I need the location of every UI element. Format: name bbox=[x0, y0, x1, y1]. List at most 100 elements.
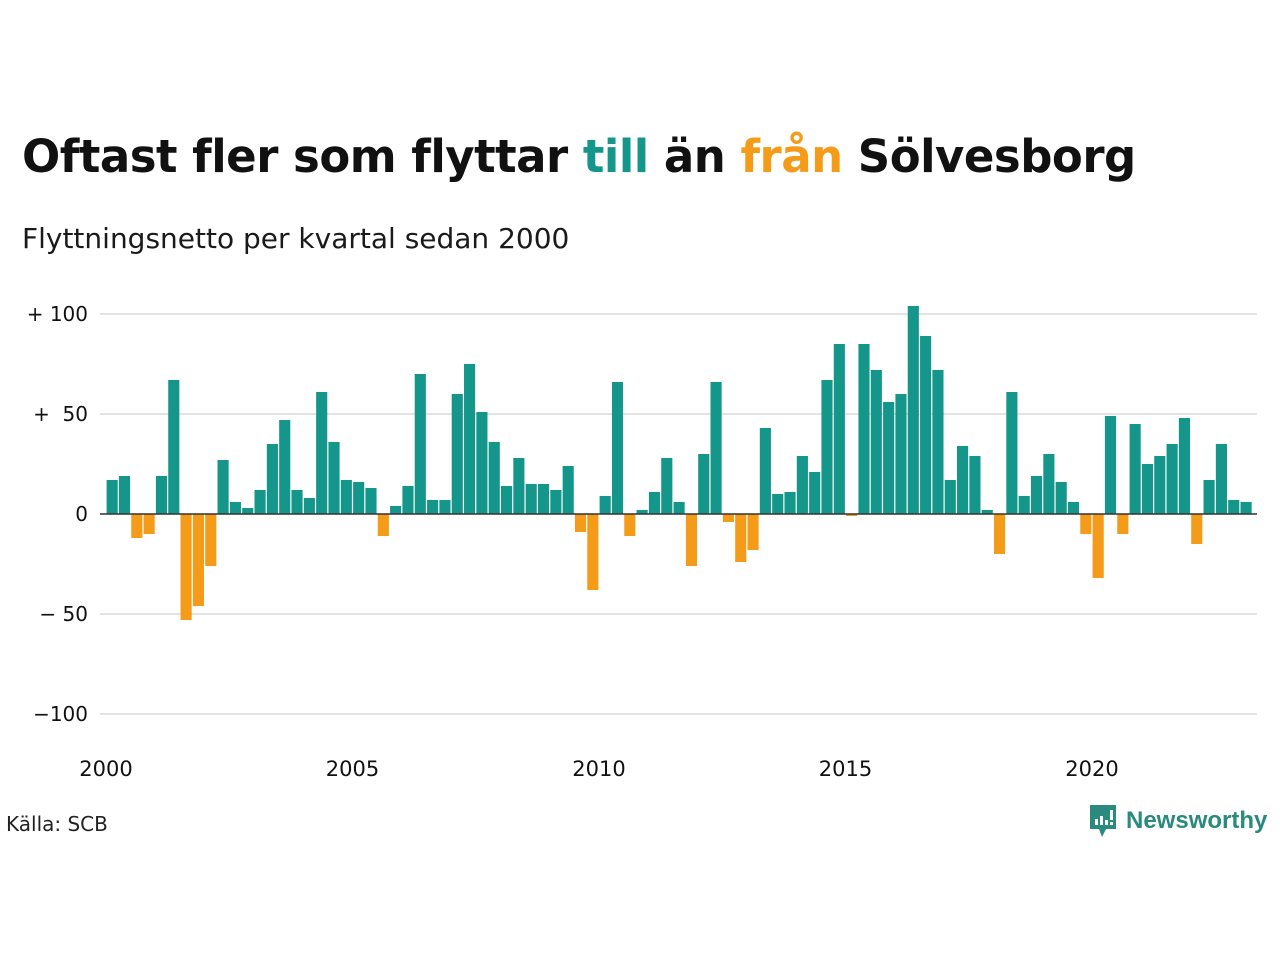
bar-positive bbox=[316, 392, 328, 514]
x-tick-label: 2010 bbox=[572, 757, 625, 781]
bar-positive bbox=[155, 476, 168, 514]
title-part-2: än bbox=[648, 130, 741, 183]
bar-negative bbox=[722, 514, 734, 522]
bar-positive bbox=[501, 486, 513, 514]
bar-positive bbox=[821, 380, 833, 514]
bar-negative bbox=[143, 514, 155, 534]
x-tick-label: 2000 bbox=[79, 757, 132, 781]
bar-positive bbox=[1215, 444, 1227, 514]
bar-positive bbox=[242, 508, 254, 514]
newsworthy-logo: Newsworthy bbox=[1088, 803, 1267, 839]
bar-positive bbox=[710, 382, 722, 514]
bar-negative bbox=[574, 514, 587, 532]
bar-positive bbox=[1141, 464, 1154, 514]
bar-positive bbox=[796, 456, 808, 514]
bar-negative bbox=[1117, 514, 1129, 534]
bar-positive bbox=[537, 484, 550, 514]
bar-positive bbox=[661, 458, 673, 514]
newsworthy-logo-icon bbox=[1090, 805, 1116, 837]
x-tick-label: 2015 bbox=[819, 757, 872, 781]
y-tick-label: 0 bbox=[75, 502, 88, 526]
bar-positive bbox=[1030, 476, 1043, 514]
bar-positive bbox=[303, 498, 315, 514]
bar-positive bbox=[858, 344, 870, 514]
bar-positive bbox=[439, 500, 451, 514]
bar-positive bbox=[833, 344, 845, 514]
bar-positive bbox=[1055, 482, 1067, 514]
bar-positive bbox=[118, 476, 131, 514]
bar-positive bbox=[981, 510, 993, 514]
bar-positive bbox=[451, 394, 463, 514]
bar-positive bbox=[353, 482, 365, 514]
bar-positive bbox=[390, 506, 402, 514]
bar-negative bbox=[685, 514, 698, 566]
bar-negative bbox=[846, 514, 858, 516]
bar-positive bbox=[932, 370, 944, 514]
bar-positive bbox=[957, 446, 969, 514]
bar-positive bbox=[969, 456, 981, 514]
bar-positive bbox=[427, 500, 439, 514]
bar-positive bbox=[1018, 496, 1030, 514]
bar-chart: + 100 + 50 0 − 50 −100 2000 2005 2010 2015 2020 bbox=[27, 302, 1257, 781]
y-tick-label: + 100 bbox=[27, 302, 88, 326]
bar-negative bbox=[994, 514, 1006, 554]
bar-positive bbox=[611, 382, 624, 514]
source-note: Källa: SCB bbox=[6, 812, 108, 836]
bar-positive bbox=[106, 480, 118, 514]
bar-negative bbox=[735, 514, 747, 562]
bar-positive bbox=[402, 486, 414, 514]
bar-positive bbox=[907, 306, 919, 514]
bar-positive bbox=[365, 488, 377, 514]
bar-positive bbox=[1043, 454, 1055, 514]
bar-positive bbox=[1203, 480, 1215, 514]
bar-negative bbox=[131, 514, 143, 538]
bar-positive bbox=[673, 502, 685, 514]
x-tick-label: 2005 bbox=[326, 757, 379, 781]
bar-positive bbox=[525, 484, 537, 514]
bar-positive bbox=[254, 490, 266, 514]
bar-positive bbox=[562, 466, 574, 514]
bar-positive bbox=[1067, 502, 1080, 514]
bar-positive bbox=[266, 444, 278, 514]
bar-negative bbox=[747, 514, 759, 550]
bar-positive bbox=[464, 364, 476, 514]
bar-positive bbox=[488, 442, 500, 514]
bar-positive bbox=[772, 494, 784, 514]
bar-positive bbox=[698, 454, 710, 514]
bar-negative bbox=[192, 514, 204, 606]
bar-positive bbox=[217, 460, 229, 514]
y-tick-label: − 50 bbox=[39, 602, 88, 626]
bar-positive bbox=[1104, 416, 1117, 514]
bar-positive bbox=[229, 502, 241, 514]
bar-positive bbox=[1178, 418, 1190, 514]
x-tick-label: 2020 bbox=[1065, 757, 1118, 781]
bar-positive bbox=[1129, 424, 1141, 514]
bar-negative bbox=[180, 514, 192, 620]
bar-positive bbox=[513, 458, 525, 514]
bar-positive bbox=[895, 394, 907, 514]
bar-negative bbox=[624, 514, 636, 536]
title-part-3: Sölvesborg bbox=[842, 130, 1136, 183]
bar-positive bbox=[1240, 502, 1252, 514]
bar-negative bbox=[1191, 514, 1203, 544]
bar-positive bbox=[1166, 444, 1178, 514]
bar-positive bbox=[870, 370, 882, 514]
title-till-highlight: till bbox=[582, 130, 649, 183]
y-tick-label: −100 bbox=[33, 702, 88, 726]
bar-positive bbox=[328, 442, 340, 514]
bar-positive bbox=[883, 402, 895, 514]
bar-positive bbox=[599, 496, 611, 514]
bar-positive bbox=[279, 420, 291, 514]
bar-positive bbox=[648, 492, 661, 514]
bar-positive bbox=[1006, 392, 1018, 514]
bar-positive bbox=[944, 480, 956, 514]
bar-positive bbox=[1228, 500, 1240, 514]
title-part-1: Oftast fler som flyttar bbox=[22, 130, 583, 183]
bar-positive bbox=[476, 412, 488, 514]
bar-positive bbox=[550, 490, 562, 514]
newsworthy-brand-text: Newsworthy bbox=[1126, 807, 1268, 834]
bar-positive bbox=[291, 490, 303, 514]
bar-positive bbox=[340, 480, 352, 514]
bar-positive bbox=[414, 374, 426, 514]
bar-positive bbox=[636, 510, 648, 514]
